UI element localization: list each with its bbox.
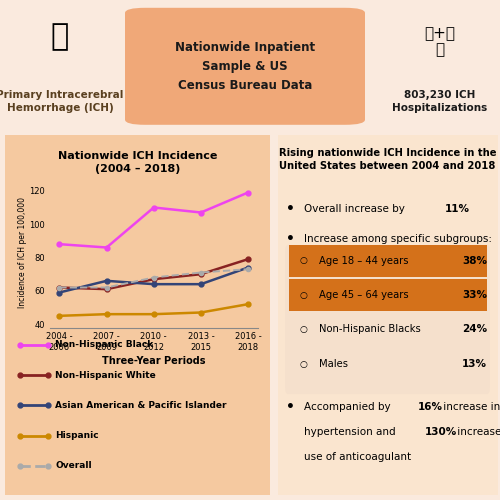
Text: Increase among specific subgroups:: Increase among specific subgroups:: [304, 234, 492, 244]
FancyBboxPatch shape: [125, 8, 365, 125]
Text: 33%: 33%: [462, 290, 487, 300]
Text: ○: ○: [300, 290, 308, 300]
Text: Asian American & Pacific Islander: Asian American & Pacific Islander: [56, 401, 227, 410]
Text: Age 18 – 44 years: Age 18 – 44 years: [320, 256, 409, 266]
Text: 🛏+🛏
🛏: 🛏+🛏 🛏: [424, 26, 456, 57]
Text: 130%: 130%: [425, 427, 457, 437]
X-axis label: Three-Year Periods: Three-Year Periods: [102, 356, 206, 366]
Text: Overall: Overall: [56, 462, 92, 470]
Text: Males: Males: [320, 360, 348, 370]
Text: Non-Hispanic Black: Non-Hispanic Black: [56, 340, 154, 349]
Text: •: •: [286, 400, 295, 414]
FancyBboxPatch shape: [2, 132, 272, 498]
Text: Nationwide Inpatient
Sample & US
Census Bureau Data: Nationwide Inpatient Sample & US Census …: [175, 41, 315, 92]
Text: Primary Intracerebral
Hemorrhage (ICH): Primary Intracerebral Hemorrhage (ICH): [0, 90, 124, 113]
Text: Non-Hispanic White: Non-Hispanic White: [56, 370, 156, 380]
Text: •: •: [286, 202, 295, 216]
Text: 803,230 ICH
Hospitalizations: 803,230 ICH Hospitalizations: [392, 90, 488, 113]
Text: Rising nationwide ICH Incidence in the
United States between 2004 and 2018: Rising nationwide ICH Incidence in the U…: [279, 148, 496, 171]
Text: Overall increase by: Overall increase by: [304, 204, 408, 214]
FancyBboxPatch shape: [276, 132, 500, 498]
Text: Nationwide ICH Incidence
(2004 – 2018): Nationwide ICH Incidence (2004 – 2018): [58, 151, 217, 174]
Text: use of anticoagulant: use of anticoagulant: [304, 452, 411, 462]
Text: ○: ○: [300, 325, 308, 334]
Text: increase in: increase in: [440, 402, 500, 412]
Text: 11%: 11%: [444, 204, 469, 214]
Text: Accompanied by: Accompanied by: [304, 402, 394, 412]
FancyBboxPatch shape: [285, 245, 490, 394]
FancyBboxPatch shape: [288, 279, 486, 312]
Text: ○: ○: [300, 360, 308, 369]
FancyBboxPatch shape: [288, 245, 486, 277]
Text: ○: ○: [300, 256, 308, 266]
Text: Non-Hispanic Blacks: Non-Hispanic Blacks: [320, 324, 421, 334]
Text: Age 45 – 64 years: Age 45 – 64 years: [320, 290, 409, 300]
Text: 16%: 16%: [418, 402, 444, 412]
Text: 13%: 13%: [462, 360, 487, 370]
Text: 24%: 24%: [462, 324, 487, 334]
Text: 38%: 38%: [462, 256, 487, 266]
Text: •: •: [286, 232, 295, 246]
Text: 🧠: 🧠: [51, 22, 69, 51]
Y-axis label: Incidence of ICH per 100,000: Incidence of ICH per 100,000: [18, 197, 26, 308]
Text: hypertension and: hypertension and: [304, 427, 399, 437]
Text: increase in: increase in: [454, 427, 500, 437]
Text: Hispanic: Hispanic: [56, 431, 99, 440]
